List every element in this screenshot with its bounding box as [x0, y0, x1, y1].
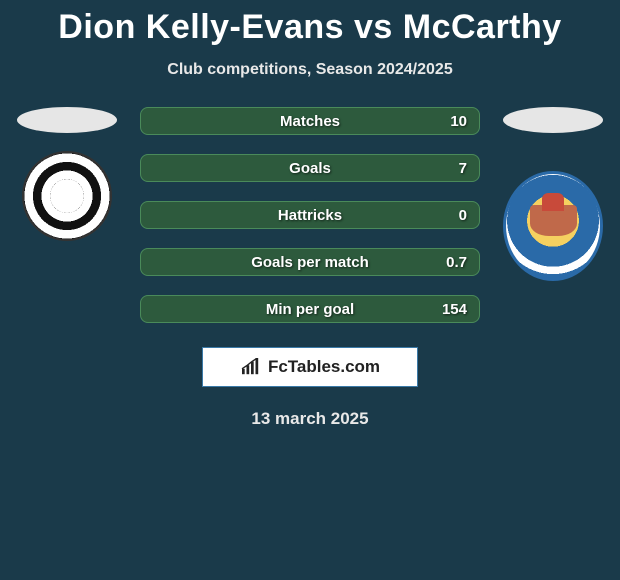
bar-chart-icon: [240, 358, 262, 376]
branding-box: FcTables.com: [202, 347, 418, 387]
stat-value: 7: [459, 160, 467, 177]
right-player-col: [498, 107, 608, 281]
stat-row-goals: Goals 7: [140, 154, 480, 182]
stat-label: Matches: [280, 113, 340, 130]
stat-label: Goals: [289, 160, 331, 177]
branding-text: FcTables.com: [268, 357, 380, 377]
stat-row-matches: Matches 10: [140, 107, 480, 135]
comparison-row: Matches 10 Goals 7 Hattricks 0 Goals per…: [0, 107, 620, 323]
stat-value: 0.7: [446, 254, 467, 271]
stats-list: Matches 10 Goals 7 Hattricks 0 Goals per…: [140, 107, 480, 323]
stat-label: Hattricks: [278, 207, 342, 224]
date-text: 13 march 2025: [0, 409, 620, 429]
right-player-oval: [503, 107, 603, 133]
subtitle: Club competitions, Season 2024/2025: [0, 61, 620, 79]
stat-label: Goals per match: [251, 254, 369, 271]
left-player-col: [12, 107, 122, 241]
right-team-crest: [503, 171, 603, 281]
stat-row-goals-per-match: Goals per match 0.7: [140, 248, 480, 276]
stat-row-min-per-goal: Min per goal 154: [140, 295, 480, 323]
stat-row-hattricks: Hattricks 0: [140, 201, 480, 229]
left-player-oval: [17, 107, 117, 133]
stat-value: 0: [459, 207, 467, 224]
stat-value: 10: [450, 113, 467, 130]
stat-label: Min per goal: [266, 301, 354, 318]
stat-value: 154: [442, 301, 467, 318]
left-team-crest: [22, 151, 112, 241]
page-title: Dion Kelly-Evans vs McCarthy: [0, 0, 620, 47]
